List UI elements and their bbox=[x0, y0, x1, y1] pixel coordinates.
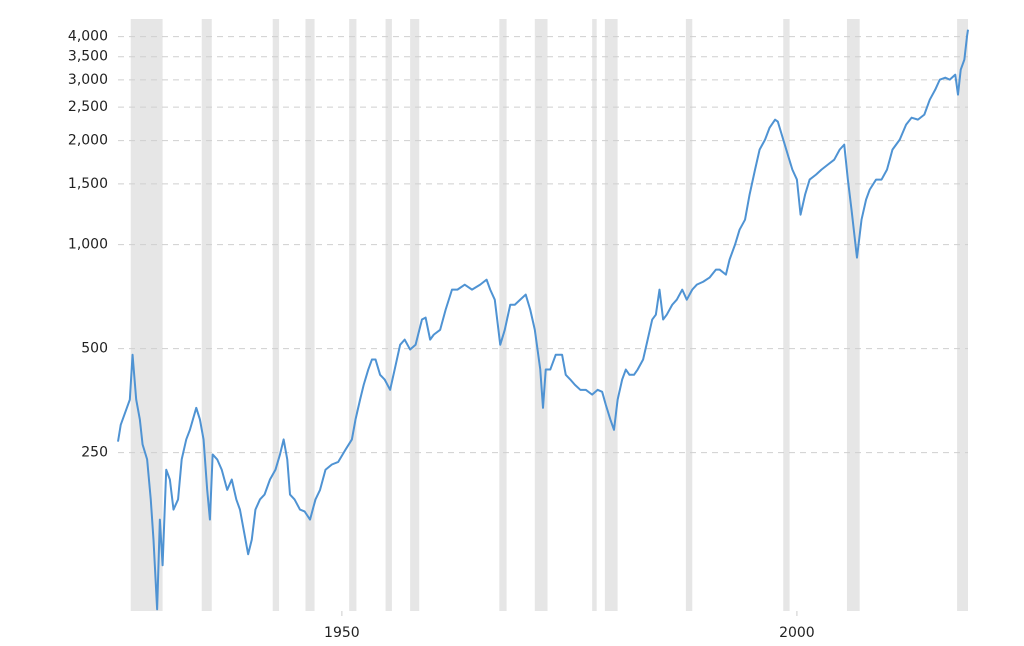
recession-band bbox=[957, 19, 968, 611]
x-tick-label: 2000 bbox=[779, 625, 815, 641]
recession-band bbox=[305, 19, 315, 611]
y-tick-label: 500 bbox=[81, 341, 108, 357]
recession-band bbox=[592, 19, 597, 611]
recession-band bbox=[385, 19, 392, 611]
recession-band bbox=[604, 19, 618, 611]
y-tick-label: 3,000 bbox=[68, 72, 108, 88]
recession-band bbox=[410, 19, 420, 611]
y-tick-label: 1,000 bbox=[68, 237, 108, 253]
recession-band bbox=[499, 19, 507, 611]
y-tick-label: 1,500 bbox=[68, 176, 108, 192]
y-tick-label: 4,000 bbox=[68, 29, 108, 45]
recession-band bbox=[349, 19, 357, 611]
price-line bbox=[117, 29, 969, 611]
y-tick-label: 250 bbox=[81, 445, 108, 461]
recession-band bbox=[272, 19, 280, 611]
recession-band bbox=[534, 19, 548, 611]
y-tick-label: 2,000 bbox=[68, 133, 108, 149]
recession-band bbox=[685, 19, 693, 611]
recession-band bbox=[130, 19, 163, 611]
recession-band bbox=[201, 19, 212, 611]
recession-band bbox=[783, 19, 790, 611]
x-tick-label: 1950 bbox=[324, 625, 360, 641]
y-tick-label: 2,500 bbox=[68, 99, 108, 115]
recession-band bbox=[846, 19, 860, 611]
y-tick-label: 3,500 bbox=[68, 49, 108, 65]
